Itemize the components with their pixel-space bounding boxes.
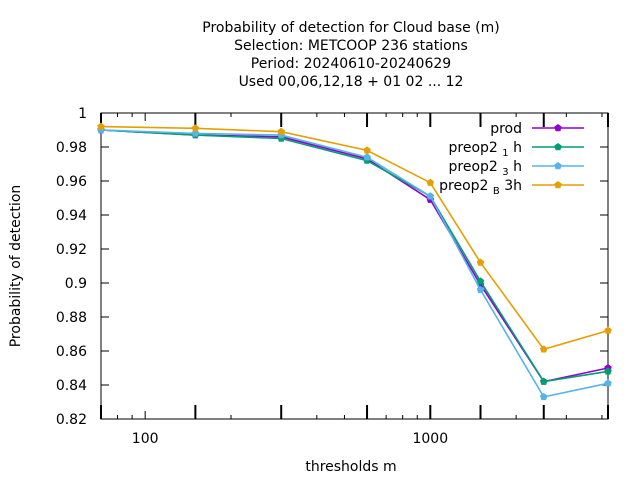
data-point bbox=[191, 124, 200, 132]
series-line bbox=[100, 125, 609, 351]
x-tick-label: 1000 bbox=[412, 431, 448, 447]
series bbox=[97, 126, 612, 385]
legend-item: preop2 B 3h bbox=[439, 178, 584, 197]
data-point bbox=[554, 143, 562, 151]
legend-label: preop2 3 h bbox=[449, 159, 522, 178]
data-point bbox=[426, 178, 435, 186]
chart-title: Probability of detection for Cloud base … bbox=[202, 20, 500, 90]
data-point bbox=[476, 285, 485, 294]
legend-item: preop2 3 h bbox=[449, 159, 584, 178]
y-tick-label: 1 bbox=[78, 106, 87, 122]
legend-label: preop2 1 h bbox=[449, 140, 522, 159]
data-point bbox=[476, 258, 485, 266]
data-point bbox=[539, 392, 548, 401]
y-tick-label: 0.88 bbox=[56, 310, 87, 326]
data-point bbox=[277, 127, 285, 135]
x-axis: 100 1000 bbox=[100, 113, 609, 447]
data-point bbox=[363, 146, 371, 154]
y-tick-label: 0.98 bbox=[56, 140, 87, 156]
legend-item: prod bbox=[490, 121, 584, 137]
legend-label: preop2 B 3h bbox=[439, 178, 522, 197]
data-point bbox=[539, 377, 548, 385]
y-tick-label: 0.86 bbox=[56, 344, 87, 360]
data-point bbox=[97, 122, 105, 130]
legend-item: preop2 1 h bbox=[449, 140, 584, 159]
series-group bbox=[97, 122, 612, 401]
data-point bbox=[426, 192, 435, 200]
series bbox=[97, 126, 612, 401]
x-axis-label: thresholds m bbox=[305, 459, 396, 475]
data-point bbox=[539, 345, 548, 353]
y-tick-label: 0.84 bbox=[56, 378, 87, 394]
y-tick-label: 0.92 bbox=[56, 242, 87, 258]
y-tick-label: 0.9 bbox=[65, 276, 87, 292]
series-line bbox=[100, 129, 609, 383]
data-point bbox=[554, 124, 562, 132]
y-axis-label: Probability of detection bbox=[8, 185, 24, 348]
series bbox=[97, 126, 612, 385]
y-tick-label: 0.96 bbox=[56, 174, 87, 190]
data-point bbox=[554, 181, 562, 189]
x-tick-label: 100 bbox=[132, 431, 159, 447]
data-point bbox=[604, 326, 612, 334]
data-point bbox=[363, 153, 371, 161]
series-line bbox=[100, 129, 609, 383]
series-line bbox=[100, 129, 609, 398]
plot-frame bbox=[100, 112, 609, 420]
title-line: Selection: METCOOP 236 stations bbox=[234, 38, 468, 54]
data-point bbox=[476, 277, 485, 285]
title-line: Probability of detection for Cloud base … bbox=[202, 20, 500, 36]
series bbox=[97, 122, 612, 353]
y-tick-label: 0.94 bbox=[56, 208, 87, 224]
title-line: Period: 20240610-20240629 bbox=[251, 56, 451, 72]
data-point bbox=[604, 379, 612, 387]
y-axis: 0.82 0.84 0.86 0.88 0.9 0.92 0.94 0.96 0.98 1 bbox=[56, 106, 608, 428]
title-line: Used 00,06,12,18 + 01 02 ... 12 bbox=[239, 74, 464, 90]
legend-label: prod bbox=[490, 121, 522, 137]
data-point bbox=[554, 162, 562, 170]
y-tick-label: 0.82 bbox=[56, 412, 87, 428]
data-point bbox=[604, 367, 612, 375]
